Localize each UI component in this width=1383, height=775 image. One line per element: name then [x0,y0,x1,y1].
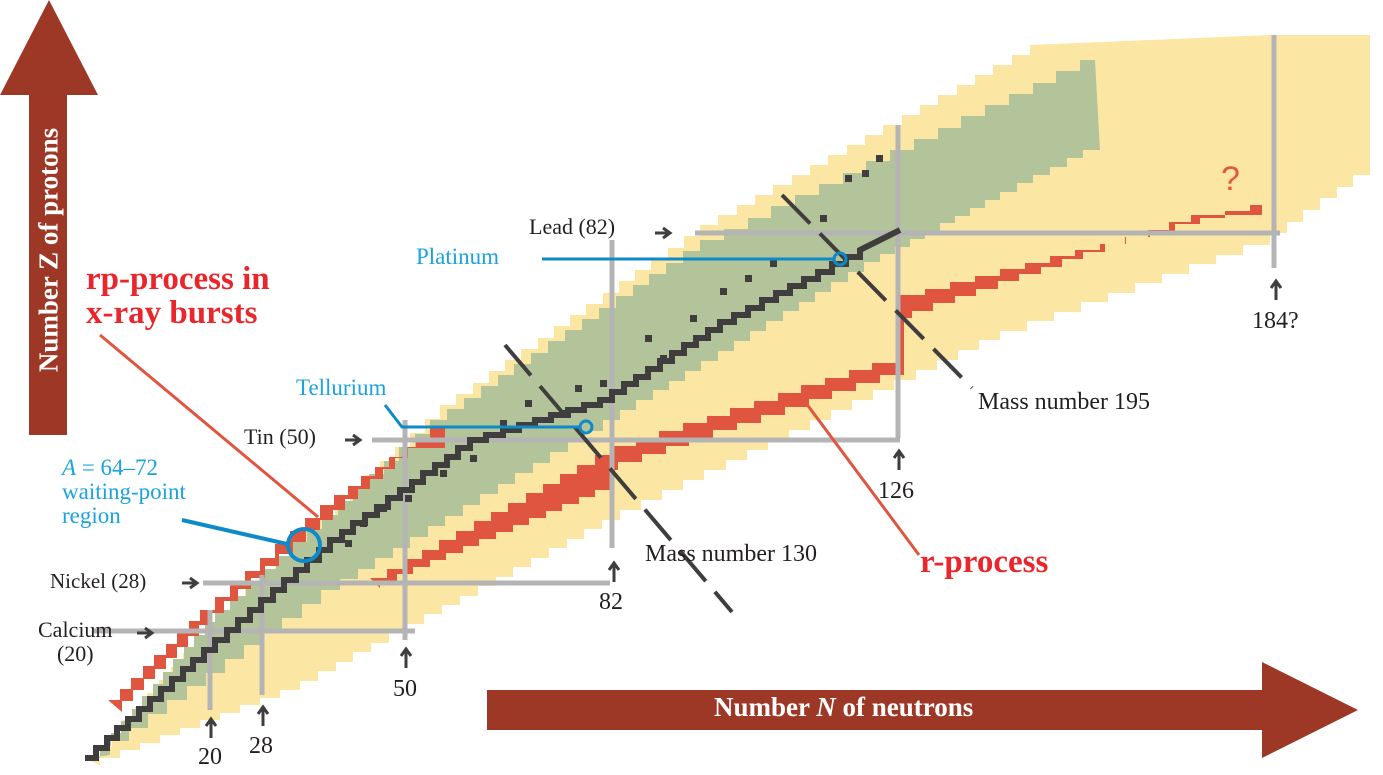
label-calcium: Calcium (20) [38,618,113,666]
arrow-n20 [204,716,218,738]
tick-arrows [137,226,1283,738]
stable-isotope [770,260,777,267]
stable-isotope [525,400,532,407]
stable-isotope [862,170,869,177]
arrow-n28 [256,704,270,726]
stable-isotope [575,385,582,392]
stable-isotope [745,275,752,282]
mass-130-line [503,343,734,614]
arrow-n126 [892,448,906,470]
callout-lines [99,251,921,563]
y-axis-arrow-head [0,0,98,95]
stable-isotope [345,540,352,547]
label-n20: 20 [198,744,222,770]
label-rp-process-line1: rp-process in [86,261,270,297]
predicted-nuclei-region [88,35,1370,765]
waiting-point-circle [286,527,322,563]
label-nickel: Nickel (28) [50,569,147,593]
nuclide-bands [88,35,1370,765]
stable-isotope [380,505,387,512]
label-n28: 28 [249,733,273,759]
stable-isotope [660,355,667,362]
tellurium-circle [578,419,594,435]
platinum-circle [832,251,848,267]
stable-isotope [600,380,607,387]
stable-valley-path [85,227,902,761]
stable-isotope [360,520,367,527]
x-axis-label-var: N [816,692,836,722]
label-waiting-point-a: A [62,455,77,480]
label-lead: Lead (82) [529,214,616,239]
label-rp-process: rp-process in x-ray bursts [86,262,270,330]
label-rp-process-line2: x-ray bursts [86,295,258,331]
stable-isotope [720,288,727,295]
unknown-question-mark: ? [1221,160,1240,198]
stable-isotope [845,175,852,182]
label-mass-195: Mass number 195 [978,389,1150,415]
label-tin: Tin (50) [244,424,316,449]
waiting-point-callout-line [181,518,288,546]
stable-valley [85,155,902,761]
label-waiting-point-line2: waiting-point [62,479,186,504]
known-nuclei-region [90,60,1100,758]
label-n126: 126 [878,478,914,504]
stable-isotope [405,495,412,502]
stable-isotope [470,455,477,462]
mass-number-lines [503,193,974,614]
y-axis-label: Number Z of protons [33,127,64,373]
r-process-band [370,205,1262,588]
x-axis-label-suffix: of neutrons [835,692,974,722]
label-waiting-point: A = 64–72 waiting-point region [62,456,186,528]
stable-isotope [645,335,652,342]
stable-isotope [500,420,507,427]
x-axis-arrow-head [1262,662,1358,758]
y-axis-arrow-shaft [29,95,67,435]
arrow-n50 [399,646,413,668]
x-axis-label: Number N of neutrons [714,692,973,723]
arrow-nickel [182,576,200,590]
rp-process-band [108,428,445,712]
rp-process-callout-line [99,333,319,519]
label-waiting-point-line1: A = 64–72 [62,456,186,480]
tellurium-callout-line [383,404,580,429]
label-calcium-name: Calcium [38,617,113,642]
label-waiting-point-range: = 64–72 [76,455,159,480]
stable-isotope [440,470,447,477]
arrow-tin [345,433,363,447]
x-axis-arrow-shaft [487,690,1262,730]
label-calcium-number: (20) [56,641,94,666]
arrow-lead [655,226,673,240]
label-mass-130: Mass number 130 [645,541,817,567]
mass-195-line [780,193,974,390]
stable-isotope [690,315,697,322]
arrow-n184 [1269,278,1283,300]
arrow-n82 [607,560,621,582]
label-tellurium: Tellurium [296,375,387,400]
label-r-process: r-process [920,544,1049,580]
arrow-calcium [137,626,155,640]
label-platinum: Platinum [416,244,500,269]
stable-isotope [876,155,883,162]
stable-isotope [820,215,827,222]
label-n50: 50 [393,676,417,702]
label-waiting-point-line3: region [62,503,121,528]
r-process-callout-line [798,394,921,556]
axis-arrows [0,0,1358,758]
label-n184: 184? [1252,308,1299,334]
label-n82: 82 [599,589,623,615]
x-axis-label-prefix: Number [714,692,817,722]
